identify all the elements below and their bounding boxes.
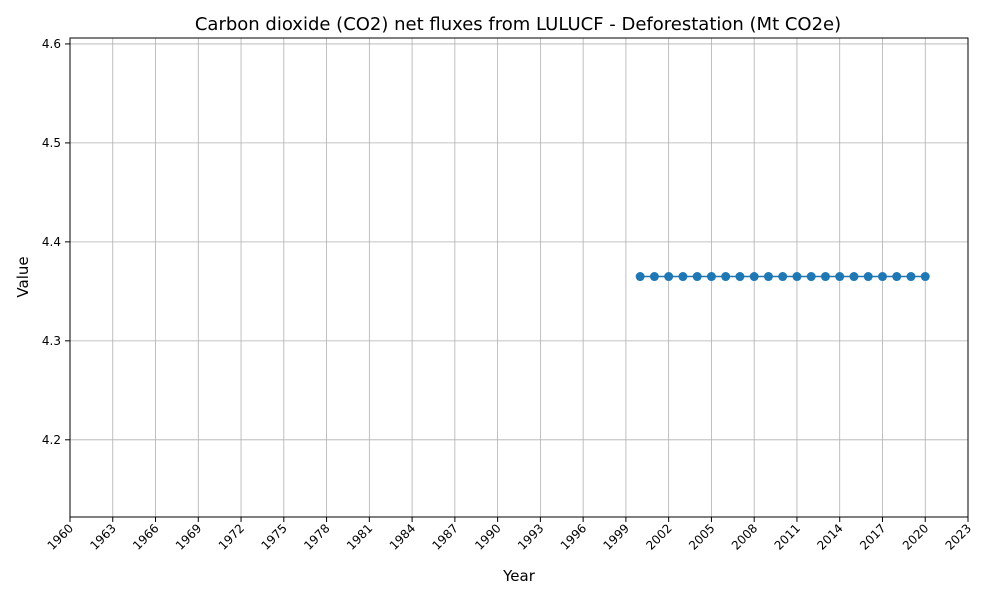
x-tick-label: 1996 (558, 521, 589, 552)
x-tick-label: 1984 (387, 521, 418, 552)
x-tick-label: 2008 (729, 521, 760, 552)
data-point (692, 272, 702, 282)
grid (69, 38, 969, 517)
y-tick-label: 4.4 (42, 235, 61, 249)
x-tick-label: 1990 (472, 521, 503, 552)
x-tick-label: 2020 (900, 521, 931, 552)
data-point (635, 272, 645, 282)
data-point (892, 272, 902, 282)
data-point (877, 272, 887, 282)
data-point (778, 272, 788, 282)
x-tick-label: 1960 (45, 521, 76, 552)
data-point (820, 272, 830, 282)
x-tick-label: 1987 (429, 521, 460, 552)
x-tick-label: 1972 (216, 521, 247, 552)
x-tick-label: 2014 (814, 521, 845, 552)
data-point (806, 272, 816, 282)
x-axis-title: Year (502, 567, 536, 585)
x-axis: 1960 1963 1966 1969 1972 1975 1978 1981 1984 1987… (45, 517, 974, 553)
y-tick-label: 4.6 (42, 37, 61, 51)
data-point (920, 272, 930, 282)
x-tick-label: 2002 (643, 521, 674, 552)
data-point (835, 272, 845, 282)
data-point (649, 272, 659, 282)
data-point (664, 272, 674, 282)
series-group (635, 272, 930, 282)
chart-title: Carbon dioxide (CO2) net fluxes from LUL… (195, 14, 841, 35)
data-point (706, 272, 716, 282)
x-tick-label: 1999 (601, 521, 632, 552)
plot-frame (69, 37, 969, 518)
x-tick-label: 1975 (258, 521, 289, 552)
data-point (721, 272, 731, 282)
y-tick-label: 4.2 (42, 433, 61, 447)
data-point (906, 272, 916, 282)
data-point (735, 272, 745, 282)
data-point (849, 272, 859, 282)
x-tick-label: 1969 (173, 521, 204, 552)
x-tick-label: 2011 (772, 521, 803, 552)
x-tick-label: 2023 (943, 521, 974, 552)
x-tick-label: 1978 (301, 521, 332, 552)
data-point (792, 272, 802, 282)
y-axis-title: Value (14, 256, 32, 297)
y-axis: 4.2 4.3 4.4 4.5 4.6 (42, 37, 70, 447)
x-tick-label: 2017 (857, 521, 888, 552)
data-point (763, 272, 773, 282)
x-tick-label: 1981 (344, 521, 375, 552)
y-tick-label: 4.3 (42, 334, 61, 348)
x-tick-label: 1993 (515, 521, 546, 552)
data-point (749, 272, 759, 282)
data-point (678, 272, 688, 282)
x-tick-label: 1963 (87, 521, 118, 552)
data-point (863, 272, 873, 282)
y-tick-label: 4.5 (42, 136, 61, 150)
x-tick-label: 1966 (130, 521, 161, 552)
x-tick-label: 2005 (686, 521, 717, 552)
